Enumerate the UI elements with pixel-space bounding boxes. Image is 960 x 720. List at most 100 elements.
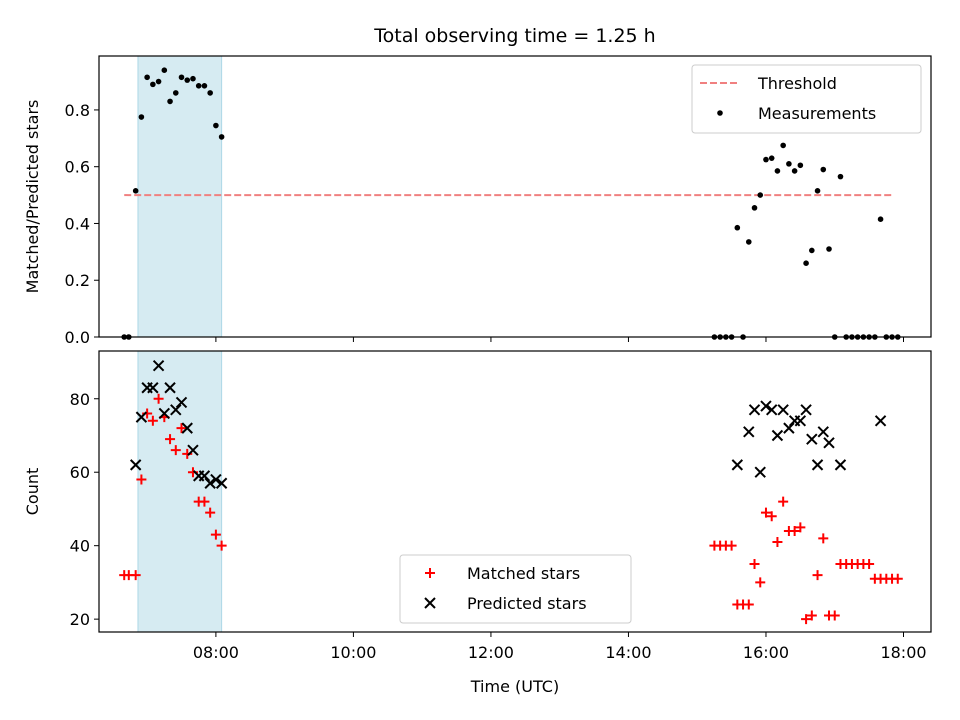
- bottom-panel: 20 40 60 80 08:00 10:00 12:00 14:00 16:00 18:00 Co…: [23, 350, 932, 696]
- data-point: [129, 459, 142, 471]
- data-point: [178, 74, 185, 81]
- x-tick-label: 18:00: [880, 643, 926, 662]
- legend-box: [691, 64, 922, 134]
- data-point: [175, 396, 188, 409]
- legend-label: Predicted stars: [467, 594, 587, 613]
- data-point: [791, 168, 798, 174]
- data-point: [826, 246, 832, 252]
- bottom-y-axis-label: Count: [23, 468, 42, 516]
- y-tick-label: 60: [70, 463, 90, 482]
- data-point: [823, 437, 835, 449]
- top-legend: Threshold Measurements: [691, 64, 922, 134]
- data-point: [778, 496, 789, 507]
- data-point: [811, 459, 824, 471]
- data-point: [806, 433, 818, 445]
- data-point: [817, 426, 829, 438]
- data-point: [789, 525, 800, 536]
- data-point: [210, 473, 222, 486]
- data-point: [743, 426, 755, 438]
- data-point: [864, 559, 875, 570]
- data-point: [777, 404, 789, 416]
- data-point: [218, 134, 225, 140]
- data-point: [152, 359, 165, 372]
- data-point: [164, 382, 176, 394]
- data-point: [201, 83, 208, 89]
- data-point: [812, 570, 823, 581]
- data-point: [187, 444, 199, 456]
- data-point: [760, 507, 771, 518]
- top-panel: 0.0 0.2 0.4 0.6 0.8 Matched/Predicted stars To…: [23, 25, 932, 347]
- data-point: [874, 415, 887, 427]
- x-tick-label: 12:00: [468, 643, 514, 662]
- y-tick-label: 0.4: [65, 214, 90, 233]
- x-axis-label: Time (UTC): [470, 677, 559, 696]
- y-tick-label: 0.8: [65, 101, 90, 120]
- x-tick-label: 10:00: [330, 643, 376, 662]
- legend-swatch: [425, 568, 435, 578]
- y-tick-label: 40: [70, 537, 90, 556]
- bottom-series-matched-stars: [119, 393, 903, 625]
- data-point: [763, 156, 769, 163]
- x-tick-label: 14:00: [605, 643, 651, 662]
- data-point: [743, 599, 754, 610]
- data-point: [748, 404, 761, 416]
- legend-label: Matched stars: [467, 564, 580, 583]
- data-point: [829, 610, 840, 621]
- data-point: [794, 415, 807, 427]
- data-point: [155, 78, 162, 85]
- bottom-series-predicted-stars: [129, 359, 887, 489]
- data-point: [216, 540, 227, 551]
- data-point: [215, 477, 228, 489]
- data-point: [765, 404, 778, 416]
- data-point: [147, 382, 159, 394]
- data-point: [170, 445, 181, 456]
- data-point: [783, 422, 795, 434]
- data-point: [809, 247, 815, 254]
- y-tick-label: 0.6: [65, 158, 90, 177]
- data-point: [213, 122, 219, 129]
- data-point: [772, 537, 783, 548]
- data-point: [820, 166, 827, 173]
- data-point: [138, 114, 145, 120]
- data-point: [195, 83, 202, 89]
- data-point: [774, 168, 781, 174]
- top-axes-frame: [98, 55, 932, 338]
- data-point: [147, 415, 158, 426]
- data-point: [153, 393, 164, 404]
- data-point: [136, 474, 147, 485]
- data-point: [768, 155, 775, 161]
- data-point: [132, 188, 139, 194]
- data-point: [892, 573, 903, 584]
- data-point: [130, 570, 141, 581]
- data-point: [751, 205, 758, 211]
- data-point: [181, 422, 193, 434]
- data-point: [755, 577, 766, 588]
- data-point: [150, 81, 156, 88]
- bottom-shaded-region: [137, 350, 223, 633]
- legend-box: [399, 554, 632, 624]
- y-tick-label: 80: [70, 390, 90, 409]
- data-point: [172, 90, 179, 96]
- data-point: [786, 161, 792, 167]
- data-point: [877, 216, 884, 223]
- data-point: [800, 404, 812, 416]
- data-point: [734, 224, 741, 231]
- data-point: [167, 98, 173, 105]
- y-tick-label: 20: [70, 610, 90, 629]
- data-point: [766, 511, 777, 522]
- data-point: [170, 404, 182, 416]
- data-point: [837, 173, 844, 180]
- top-series-measurements: [121, 67, 901, 340]
- data-point: [199, 496, 210, 507]
- legend-measurements-swatch: [717, 110, 723, 116]
- x-tick-label: 08:00: [193, 643, 239, 662]
- data-point: [731, 459, 744, 471]
- y-tick-label: 0.0: [65, 328, 90, 347]
- x-tick-label: 16:00: [743, 643, 789, 662]
- data-point: [834, 459, 847, 471]
- data-point: [184, 77, 191, 83]
- chart-title: Total observing time = 1.25 h: [373, 25, 655, 47]
- data-point: [204, 477, 216, 489]
- data-point: [803, 260, 809, 267]
